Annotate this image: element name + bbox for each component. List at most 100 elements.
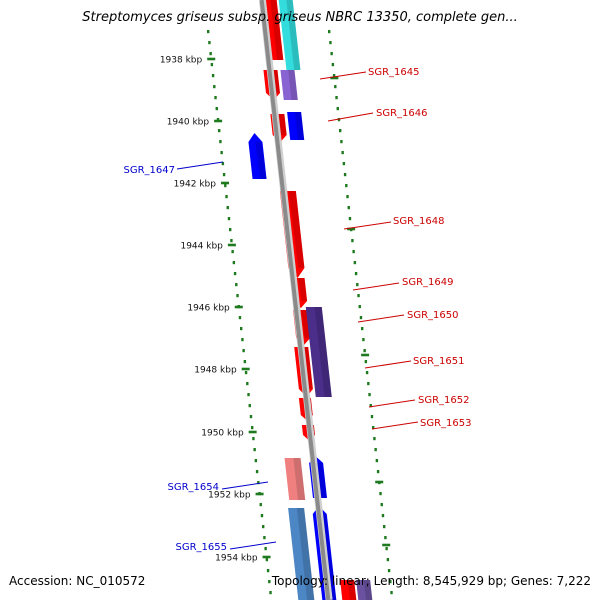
gene-feature — [278, 0, 301, 70]
gene-features — [248, 0, 373, 600]
scale-tick-label: 1948 kbp — [194, 366, 237, 376]
right-guide-dot — [328, 30, 331, 34]
left-guide-dot — [269, 591, 272, 595]
backbone-line — [259, 0, 331, 600]
right-guide-dot — [352, 250, 355, 254]
right-guide-dot — [379, 492, 382, 496]
left-guide-dot — [252, 437, 255, 441]
gene-label-sgr-1653[interactable]: SGR_1653 — [420, 418, 472, 429]
right-guide-dot — [374, 448, 377, 452]
right-guide-dot — [371, 426, 375, 430]
gene-label-leader — [371, 421, 419, 430]
gene-feature — [356, 580, 373, 600]
gene-feature-sgr-1646b — [287, 112, 305, 140]
gene-label-sgr-1648[interactable]: SGR_1648 — [393, 216, 445, 227]
left-guide-dot — [222, 173, 226, 177]
right-guide-dot — [390, 591, 393, 595]
left-guide-dot — [263, 536, 266, 540]
gene-label-leader — [364, 360, 412, 369]
genome-stats-text: Topology: linear; Length: 8,545,929 bp; … — [271, 574, 591, 588]
left-guide-dot — [242, 349, 245, 353]
gene-label-sgr-1649[interactable]: SGR_1649 — [402, 277, 454, 288]
right-guide-dot — [341, 151, 344, 155]
left-guide-dot — [250, 426, 254, 430]
gene-label-sgr-1652[interactable]: SGR_1652 — [418, 395, 470, 406]
right-guide-dot — [389, 580, 392, 584]
right-guide-dot — [368, 393, 371, 397]
gene-label-leader — [352, 282, 400, 291]
right-guide-dot — [370, 415, 374, 419]
left-guide-dot — [220, 151, 223, 155]
right-guide-dot — [360, 327, 364, 331]
right-guide-dot — [353, 261, 357, 265]
right-guide-dot — [332, 74, 336, 78]
right-guide-dot — [347, 206, 350, 210]
left-guide-dot — [226, 206, 229, 210]
gene-label-leader — [229, 541, 277, 550]
scale-tick-label: 1938 kbp — [160, 56, 203, 66]
left-guide-dot — [265, 558, 269, 562]
left-guide-dot — [228, 228, 232, 232]
right-guide-dot — [348, 217, 352, 221]
right-guide-dot — [381, 514, 385, 518]
gene-label-leader — [319, 71, 367, 80]
right-guide-dot — [387, 569, 391, 573]
gene-label-sgr-1650[interactable]: SGR_1650 — [407, 310, 459, 321]
right-guide-dot — [380, 503, 383, 507]
right-guide-dot — [356, 283, 359, 287]
map-title: Streptomyces griseus subsp. griseus NBRC… — [82, 10, 518, 25]
right-guide-dot — [358, 305, 361, 309]
right-guide-dot — [354, 272, 358, 276]
gene-feature-sgr-1647 — [248, 133, 267, 179]
left-guide-dot — [255, 470, 259, 474]
gene-label-sgr-1645[interactable]: SGR_1645 — [368, 67, 420, 78]
gene-feature-sgr-1654 — [284, 458, 306, 500]
gene-label-sgr-1654[interactable]: SGR_1654 — [168, 482, 220, 493]
right-guide-dot — [386, 558, 390, 562]
left-guide-dot — [244, 371, 248, 375]
guide-dots — [207, 30, 393, 595]
right-guide-dot — [334, 85, 337, 89]
left-guide-dot — [249, 415, 253, 419]
scale-tick-label: 1940 kbp — [167, 118, 210, 128]
left-guide-dot — [225, 195, 228, 199]
right-guide-dot — [365, 371, 369, 375]
left-guide-dot — [233, 272, 237, 276]
right-guide-dot — [329, 41, 332, 45]
left-guide-dot — [268, 580, 271, 584]
scale-ticks: 1938 kbp 1940 kbp 1942 kbp 1944 kbp 1946 kbp… — [160, 56, 391, 564]
left-guide-dot — [208, 41, 211, 45]
scale-tick-label: 1942 kbp — [174, 180, 217, 190]
left-guide-dot — [230, 239, 233, 243]
right-guide-dot — [340, 140, 343, 144]
gene-label-leader — [357, 314, 405, 323]
right-guide-dot — [367, 382, 370, 386]
left-guide-dot — [257, 481, 260, 485]
right-guide-dot — [331, 63, 335, 67]
left-guide-dot — [238, 316, 242, 320]
gene-label-leader — [176, 161, 224, 170]
left-guide-dot — [243, 360, 247, 364]
scale-tick-label: 1944 kbp — [180, 242, 223, 252]
scale-tick-label: 1946 kbp — [187, 304, 230, 314]
chromosome-backbone — [258, 0, 333, 600]
right-guide-dot — [375, 459, 379, 463]
left-guide-dot — [224, 184, 227, 188]
right-guide-dot — [345, 184, 348, 188]
right-guide-dot — [342, 162, 346, 166]
left-guide-dot — [261, 525, 265, 529]
gene-label-leader — [343, 221, 392, 230]
gene-label-sgr-1646[interactable]: SGR_1646 — [376, 108, 428, 119]
gene-label-sgr-1655[interactable]: SGR_1655 — [176, 542, 228, 553]
left-guide-dot — [207, 30, 210, 34]
gene-labels: SGR_1645 SGR_1646 SGR_1647 SGR_1648 SGR_1649… — [124, 67, 472, 553]
gene-feature — [340, 580, 357, 600]
gene-label-sgr-1647[interactable]: SGR_1647 — [124, 165, 176, 176]
scale-tick-label: 1950 kbp — [201, 429, 244, 439]
right-guide-dot — [351, 239, 354, 243]
left-guide-dot — [211, 74, 215, 78]
gene-label-sgr-1651[interactable]: SGR_1651 — [413, 356, 465, 367]
left-guide-dot — [259, 503, 262, 507]
scale-tick-label: 1954 kbp — [215, 554, 258, 564]
left-guide-dot — [248, 404, 251, 408]
